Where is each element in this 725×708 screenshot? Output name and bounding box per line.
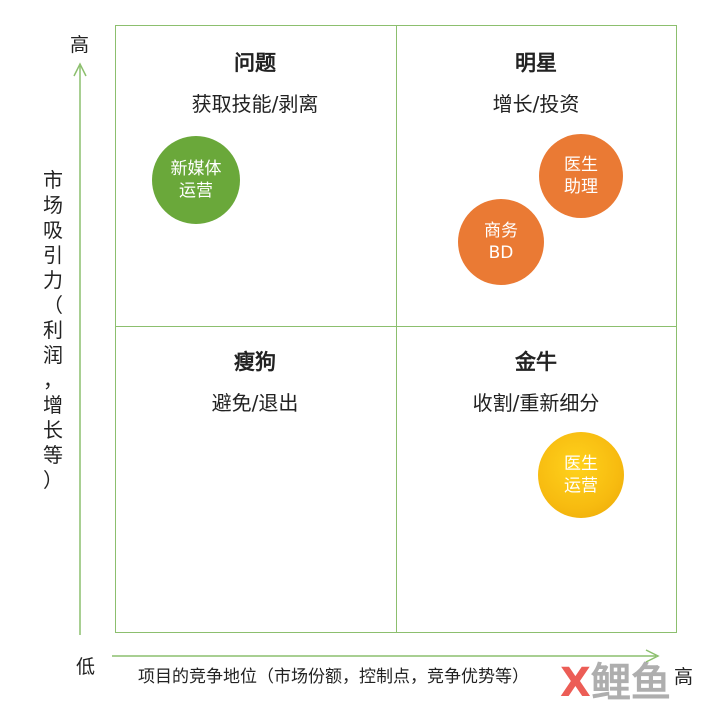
y-axis-char: 长 bbox=[43, 418, 63, 442]
quadrant-cashcow-subtitle: 收割/重新细分 bbox=[472, 391, 600, 415]
quadrant-star-title: 明星 bbox=[515, 51, 557, 75]
bubble-label: 商务 bbox=[484, 221, 518, 241]
y-axis-char: 场 bbox=[43, 193, 63, 217]
y-axis-high-label: 高 bbox=[70, 34, 90, 56]
bubble-label: BD bbox=[488, 243, 514, 263]
quadrant-star-subtitle: 增长/投资 bbox=[492, 92, 580, 116]
y-axis-char: 等 bbox=[43, 443, 63, 467]
bubble-doctor-ops: 医生 运营 bbox=[538, 432, 624, 518]
bubble-label: 医生 bbox=[564, 155, 598, 175]
quadrant-dog-subtitle: 避免/退出 bbox=[211, 391, 299, 415]
bubble-label: 助理 bbox=[564, 177, 598, 197]
quadrant-dog-title: 瘦狗 bbox=[234, 350, 276, 374]
bubble-label: 新媒体 bbox=[170, 159, 222, 179]
x-axis-arrowhead bbox=[645, 649, 660, 663]
bubble-label: 运营 bbox=[179, 181, 213, 201]
y-axis-title: 市 场 吸 引 力 （ 利 润 ， 增 长 等 ） bbox=[38, 168, 68, 493]
watermark-x: X bbox=[560, 660, 591, 706]
y-axis-char: 市 bbox=[43, 168, 63, 192]
vertical-divider bbox=[396, 25, 397, 633]
y-axis-arrowhead bbox=[73, 62, 87, 77]
bubble-new-media-ops: 新媒体 运营 bbox=[152, 136, 240, 224]
x-axis-title: 项目的竞争地位（市场份额，控制点，竞争优势等） bbox=[138, 667, 529, 687]
y-axis-char: ， bbox=[43, 368, 63, 392]
y-axis-char: 增 bbox=[43, 393, 63, 417]
y-axis-char: （ bbox=[43, 293, 63, 317]
bubble-business-bd: 商务 BD bbox=[458, 199, 544, 285]
x-axis-low-label: 低 bbox=[76, 656, 96, 678]
y-axis-char: 吸 bbox=[43, 218, 63, 242]
quadrant-question-title: 问题 bbox=[234, 51, 276, 75]
watermark-text: 鲤鱼 bbox=[590, 660, 671, 706]
y-axis-char: ） bbox=[43, 468, 63, 492]
y-axis-char: 力 bbox=[43, 268, 63, 292]
y-axis-char: 润 bbox=[43, 343, 63, 367]
bubble-label: 运营 bbox=[564, 476, 598, 496]
y-axis-char: 利 bbox=[43, 318, 63, 342]
x-axis-high-label: 高 bbox=[674, 666, 694, 688]
quadrant-question-subtitle: 获取技能/剥离 bbox=[191, 92, 319, 116]
bubble-label: 医生 bbox=[564, 454, 598, 474]
quadrant-cashcow-title: 金牛 bbox=[515, 350, 557, 374]
watermark-logo: X鲤鱼 bbox=[560, 650, 671, 708]
y-axis-char: 引 bbox=[43, 243, 63, 267]
bubble-doctor-assistant: 医生 助理 bbox=[539, 134, 623, 218]
horizontal-divider bbox=[115, 326, 677, 327]
